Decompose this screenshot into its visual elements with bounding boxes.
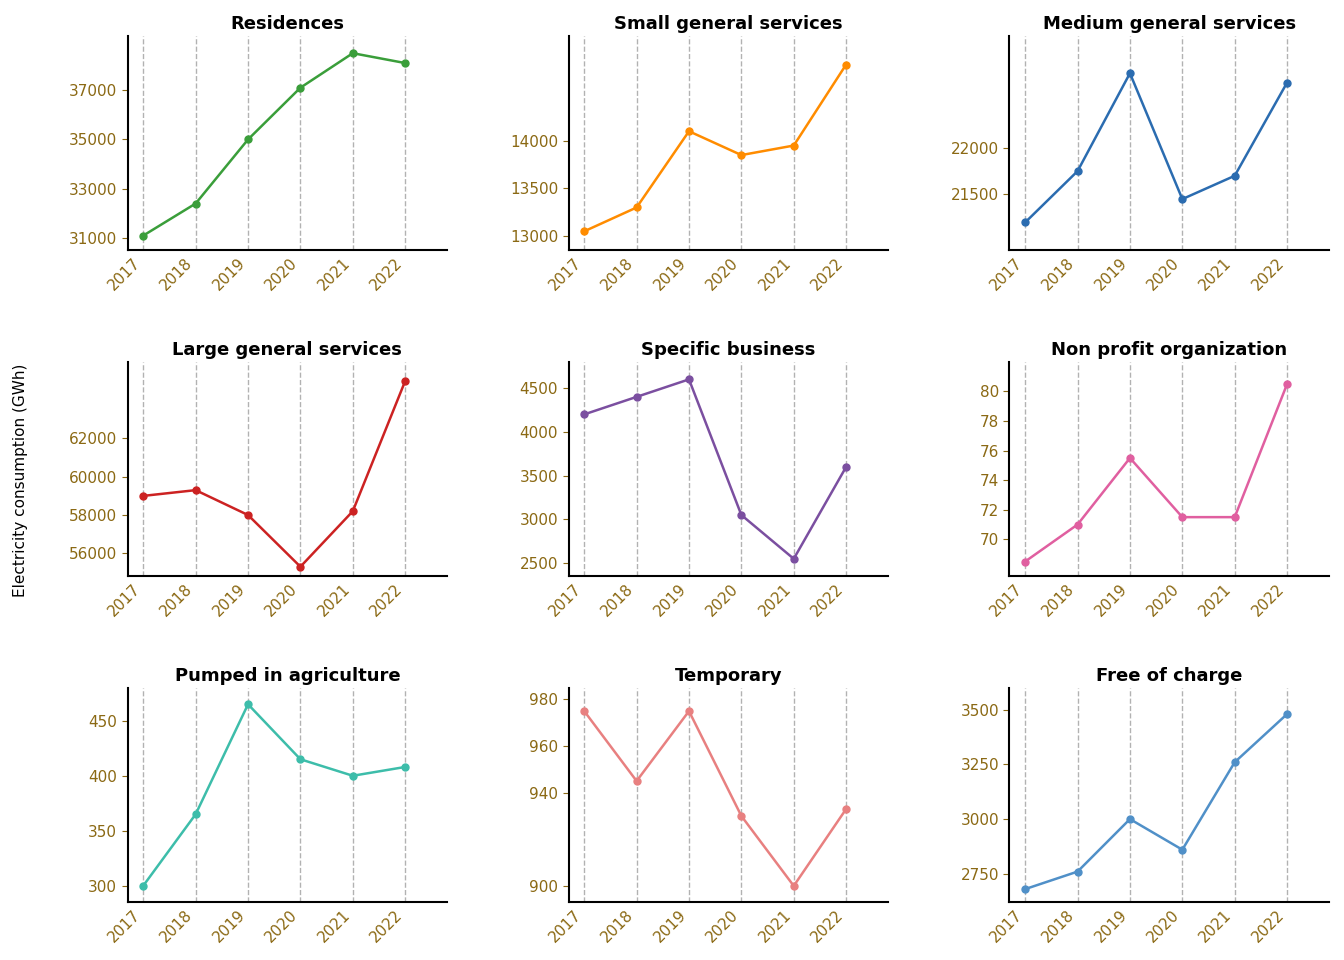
Title: Pumped in agriculture: Pumped in agriculture (175, 667, 401, 684)
Title: Large general services: Large general services (172, 341, 402, 359)
Title: Small general services: Small general services (614, 15, 843, 33)
Title: Residences: Residences (230, 15, 344, 33)
Title: Temporary: Temporary (675, 667, 782, 684)
Title: Medium general services: Medium general services (1043, 15, 1296, 33)
Title: Non profit organization: Non profit organization (1051, 341, 1288, 359)
Text: Electricity consumption (GWh): Electricity consumption (GWh) (12, 363, 28, 597)
Title: Specific business: Specific business (641, 341, 816, 359)
Title: Free of charge: Free of charge (1097, 667, 1242, 684)
